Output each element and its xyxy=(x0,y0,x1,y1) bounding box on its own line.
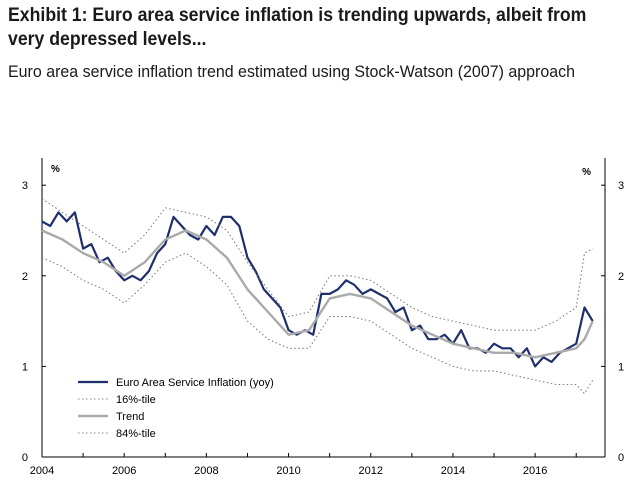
exhibit-title: Exhibit 1: Euro area service inflation i… xyxy=(8,5,587,50)
chart-series xyxy=(41,198,594,395)
y-unit-label-right: % xyxy=(582,167,591,178)
series-line-trend xyxy=(41,229,594,359)
chart-axes: 0 0 1 1 2 2 3 3 2004 2006 2008 2010 2012 2014 2016%% xyxy=(22,158,624,477)
x-tick-label: 2006 xyxy=(112,465,136,477)
y-tick-label-right: 2 xyxy=(618,271,624,283)
legend-label: Trend xyxy=(116,411,144,423)
y-tick-label-left: 3 xyxy=(22,180,28,192)
x-tick-label: 2008 xyxy=(194,465,218,477)
y-unit-label-left: % xyxy=(51,164,60,175)
service-inflation-chart: 0 0 1 1 2 2 3 3 2004 2006 2008 2010 2012 2014 2016%% E… xyxy=(22,158,624,477)
series-line-16-tile xyxy=(41,252,594,395)
x-tick-label: 2014 xyxy=(441,465,465,477)
legend-label: 16%-tile xyxy=(116,394,156,406)
x-tick-label: 2004 xyxy=(30,465,54,477)
y-tick-label-left: 1 xyxy=(22,361,28,373)
y-tick-label-left: 2 xyxy=(22,271,28,283)
x-tick-label: 2012 xyxy=(359,465,383,477)
series-line-euro-area-service-inflation-yoy xyxy=(41,211,594,368)
y-tick-label-right: 1 xyxy=(618,361,624,373)
y-tick-label-right: 0 xyxy=(618,452,624,464)
legend-label: Euro Area Service Inflation (yoy) xyxy=(116,377,274,389)
x-tick-label: 2010 xyxy=(276,465,300,477)
chart-legend: Euro Area Service Inflation (yoy) 16%-til… xyxy=(78,377,274,440)
legend-label: 84%-tile xyxy=(116,428,156,440)
y-tick-label-right: 3 xyxy=(618,180,624,192)
x-tick-label: 2016 xyxy=(523,465,547,477)
chart-subtitle: Euro area service inflation trend estima… xyxy=(8,62,575,81)
y-tick-label-left: 0 xyxy=(22,452,28,464)
series-line-84-tile xyxy=(41,198,593,331)
